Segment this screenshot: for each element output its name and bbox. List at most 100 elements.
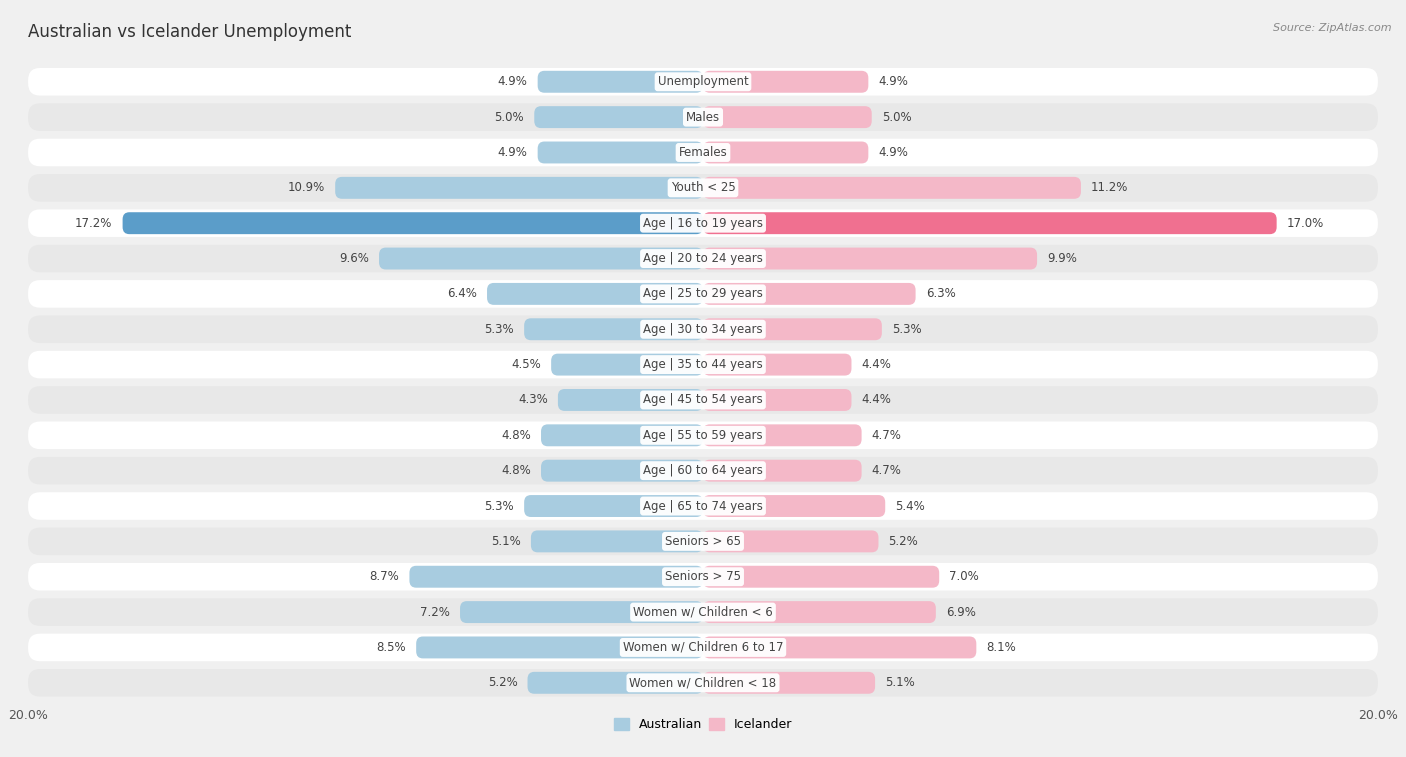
Text: 4.7%: 4.7% [872,428,901,442]
Text: 5.3%: 5.3% [485,500,515,512]
FancyBboxPatch shape [28,68,1378,95]
FancyBboxPatch shape [703,142,869,164]
FancyBboxPatch shape [524,318,703,340]
FancyBboxPatch shape [551,354,703,375]
Text: 5.2%: 5.2% [488,676,517,690]
Text: Age | 20 to 24 years: Age | 20 to 24 years [643,252,763,265]
Text: Seniors > 65: Seniors > 65 [665,535,741,548]
Text: 17.0%: 17.0% [1286,217,1324,229]
Text: 17.2%: 17.2% [75,217,112,229]
FancyBboxPatch shape [703,354,852,375]
FancyBboxPatch shape [703,495,886,517]
Text: Males: Males [686,111,720,123]
FancyBboxPatch shape [703,318,882,340]
Text: Seniors > 75: Seniors > 75 [665,570,741,583]
Text: 5.2%: 5.2% [889,535,918,548]
Text: 5.0%: 5.0% [495,111,524,123]
Text: 4.4%: 4.4% [862,394,891,407]
Text: 4.4%: 4.4% [862,358,891,371]
FancyBboxPatch shape [703,425,862,447]
FancyBboxPatch shape [703,283,915,305]
Text: 6.9%: 6.9% [946,606,976,618]
Text: Youth < 25: Youth < 25 [671,182,735,195]
FancyBboxPatch shape [541,459,703,481]
Text: 9.6%: 9.6% [339,252,368,265]
Text: 4.9%: 4.9% [498,146,527,159]
Text: 5.3%: 5.3% [891,322,921,336]
FancyBboxPatch shape [703,248,1038,269]
FancyBboxPatch shape [28,316,1378,343]
Text: Australian vs Icelander Unemployment: Australian vs Icelander Unemployment [28,23,352,41]
FancyBboxPatch shape [28,350,1378,378]
Text: 8.7%: 8.7% [370,570,399,583]
FancyBboxPatch shape [524,495,703,517]
Text: 4.3%: 4.3% [517,394,548,407]
Text: Age | 30 to 34 years: Age | 30 to 34 years [643,322,763,336]
Text: 7.2%: 7.2% [420,606,450,618]
Text: Age | 60 to 64 years: Age | 60 to 64 years [643,464,763,477]
Text: Women w/ Children 6 to 17: Women w/ Children 6 to 17 [623,641,783,654]
FancyBboxPatch shape [703,459,862,481]
Text: Age | 35 to 44 years: Age | 35 to 44 years [643,358,763,371]
Text: 8.1%: 8.1% [987,641,1017,654]
Text: 6.3%: 6.3% [925,288,956,301]
Text: Age | 55 to 59 years: Age | 55 to 59 years [643,428,763,442]
FancyBboxPatch shape [28,457,1378,484]
Text: Unemployment: Unemployment [658,75,748,89]
FancyBboxPatch shape [537,142,703,164]
FancyBboxPatch shape [28,492,1378,520]
FancyBboxPatch shape [703,71,869,93]
FancyBboxPatch shape [28,139,1378,167]
Text: 5.0%: 5.0% [882,111,911,123]
FancyBboxPatch shape [703,601,936,623]
FancyBboxPatch shape [531,531,703,553]
Text: Age | 65 to 74 years: Age | 65 to 74 years [643,500,763,512]
FancyBboxPatch shape [460,601,703,623]
Text: 11.2%: 11.2% [1091,182,1129,195]
FancyBboxPatch shape [28,669,1378,696]
FancyBboxPatch shape [28,563,1378,590]
FancyBboxPatch shape [534,106,703,128]
FancyBboxPatch shape [703,106,872,128]
Text: Females: Females [679,146,727,159]
FancyBboxPatch shape [703,531,879,553]
FancyBboxPatch shape [380,248,703,269]
Text: Age | 25 to 29 years: Age | 25 to 29 years [643,288,763,301]
FancyBboxPatch shape [537,71,703,93]
Text: 4.8%: 4.8% [501,464,531,477]
Text: 5.4%: 5.4% [896,500,925,512]
FancyBboxPatch shape [703,672,875,693]
FancyBboxPatch shape [28,104,1378,131]
FancyBboxPatch shape [28,210,1378,237]
FancyBboxPatch shape [28,245,1378,273]
FancyBboxPatch shape [703,637,976,659]
FancyBboxPatch shape [416,637,703,659]
FancyBboxPatch shape [703,389,852,411]
FancyBboxPatch shape [28,528,1378,555]
FancyBboxPatch shape [122,212,703,234]
Text: Women w/ Children < 6: Women w/ Children < 6 [633,606,773,618]
Text: 9.9%: 9.9% [1047,252,1077,265]
Legend: Australian, Icelander: Australian, Icelander [609,713,797,737]
FancyBboxPatch shape [28,174,1378,201]
Text: 4.9%: 4.9% [498,75,527,89]
Text: Age | 16 to 19 years: Age | 16 to 19 years [643,217,763,229]
FancyBboxPatch shape [703,565,939,587]
Text: Women w/ Children < 18: Women w/ Children < 18 [630,676,776,690]
Text: 5.1%: 5.1% [491,535,520,548]
FancyBboxPatch shape [409,565,703,587]
FancyBboxPatch shape [558,389,703,411]
Text: 4.8%: 4.8% [501,428,531,442]
Text: 8.5%: 8.5% [377,641,406,654]
Text: 6.4%: 6.4% [447,288,477,301]
FancyBboxPatch shape [28,598,1378,626]
Text: 4.9%: 4.9% [879,146,908,159]
Text: 10.9%: 10.9% [288,182,325,195]
FancyBboxPatch shape [28,386,1378,414]
FancyBboxPatch shape [28,280,1378,307]
Text: 4.9%: 4.9% [879,75,908,89]
FancyBboxPatch shape [703,177,1081,199]
FancyBboxPatch shape [703,212,1277,234]
Text: 5.3%: 5.3% [485,322,515,336]
FancyBboxPatch shape [28,634,1378,661]
